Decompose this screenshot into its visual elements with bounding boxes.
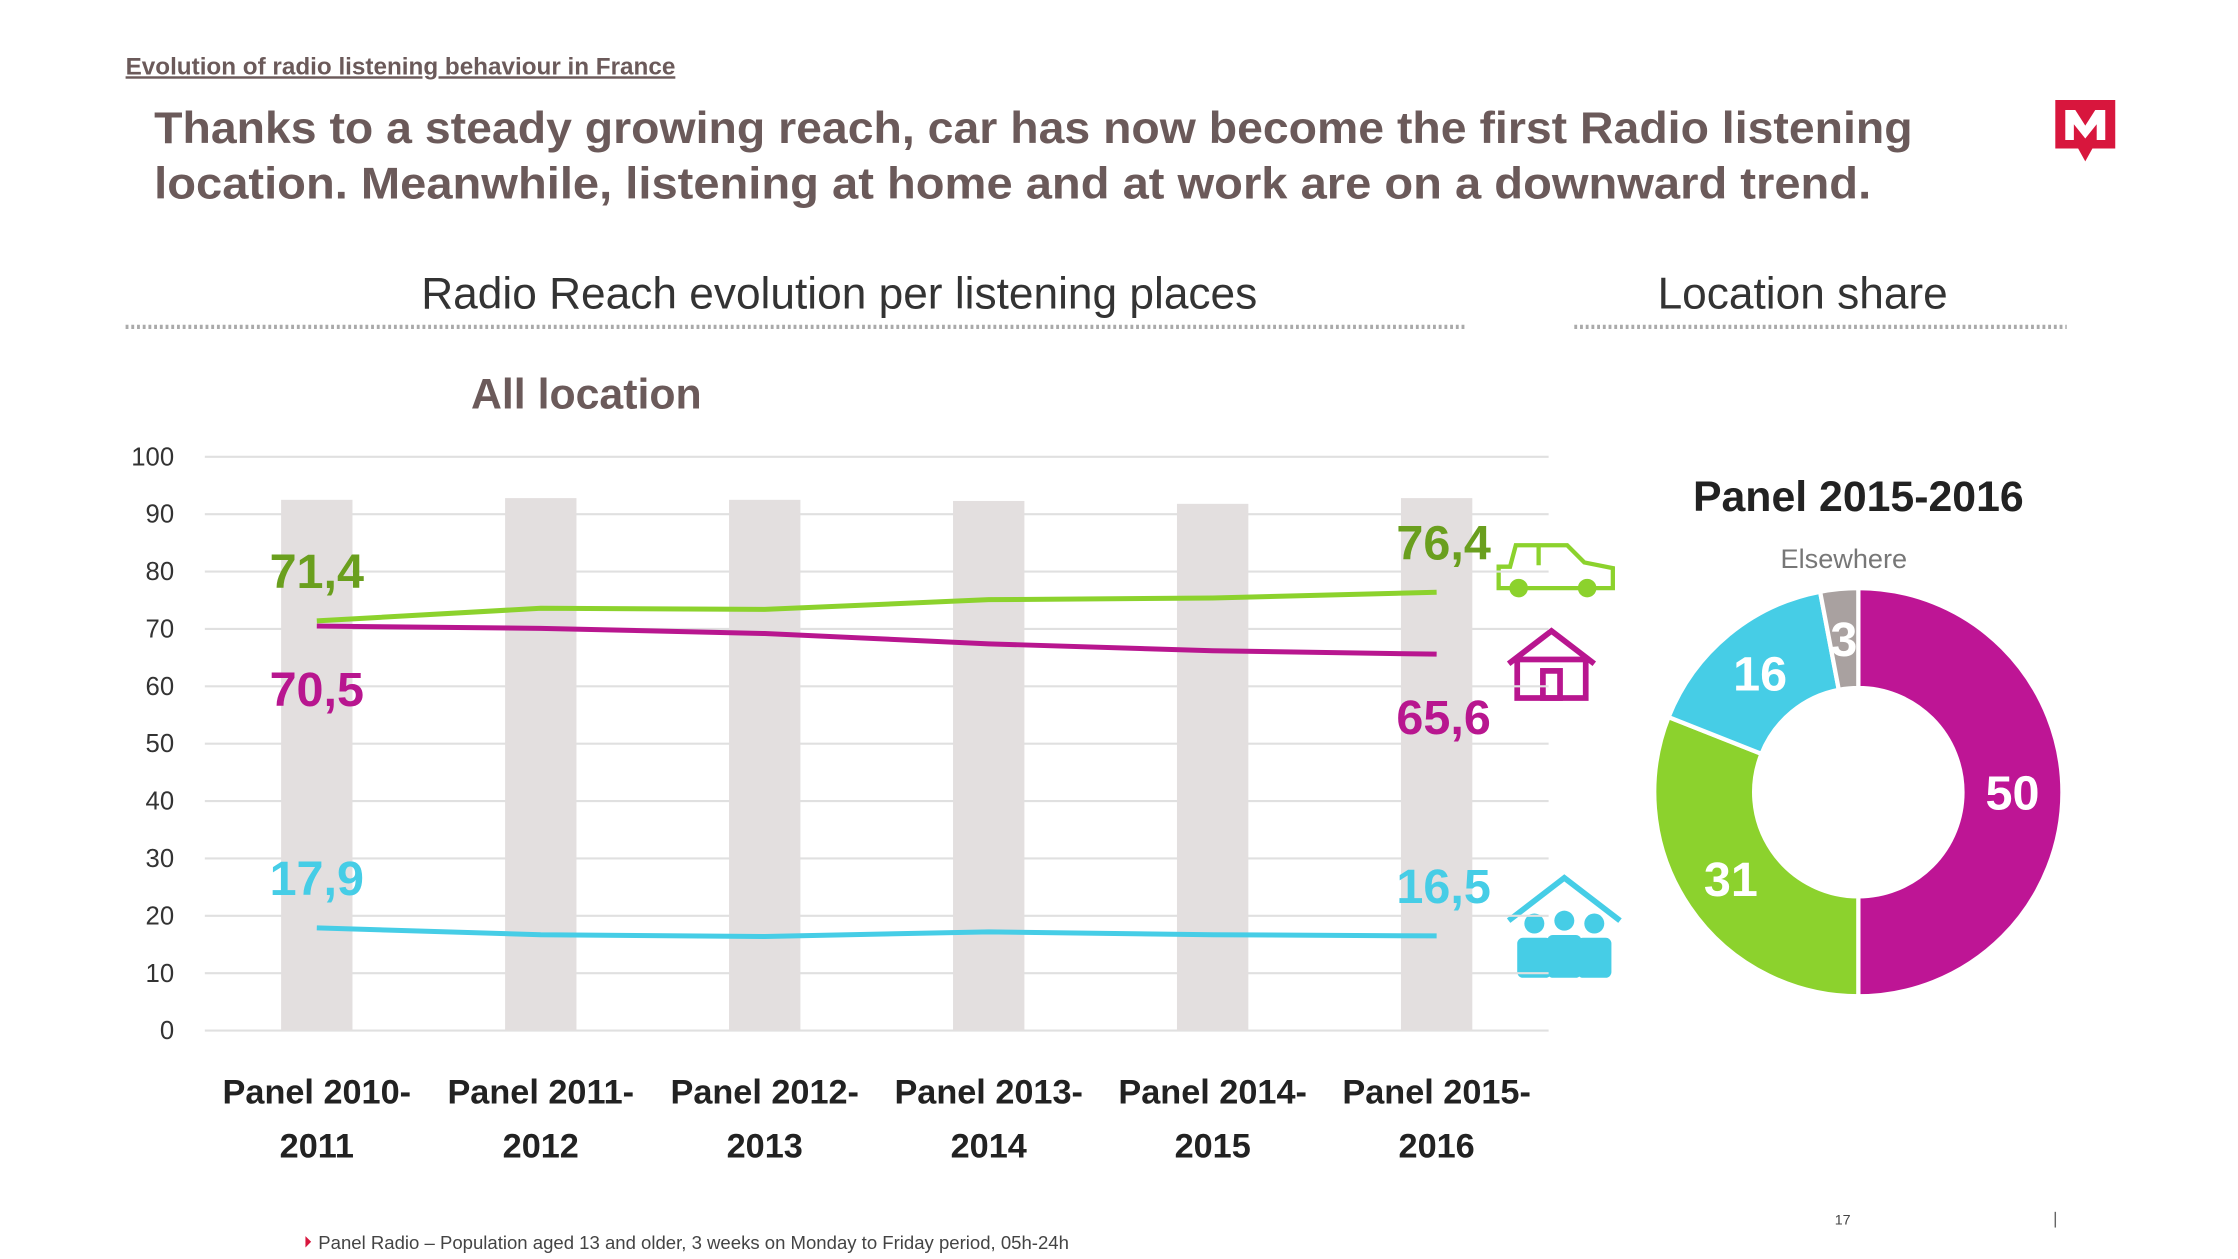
line xyxy=(316,925,1437,939)
x-tick-label: Panel 2011-2012 xyxy=(447,1073,634,1165)
slice-label: Elsewhere xyxy=(1781,543,1908,574)
donut-slice xyxy=(1856,585,2065,999)
y-tick-label: 40 xyxy=(146,788,175,816)
donut-slice xyxy=(1665,589,1842,757)
donut-slice xyxy=(1652,714,1861,999)
y-tick-label: 70 xyxy=(146,615,175,643)
x-tick-label: Panel 2013-2014 xyxy=(894,1073,1083,1165)
x-tick-label: Panel 2015-2016 xyxy=(1342,1073,1530,1165)
bar xyxy=(1176,503,1249,1031)
donut-slice xyxy=(1817,585,1861,693)
data-label: 76,4 xyxy=(1396,516,1490,570)
headline: Thanks to a steady growing reach, car ha… xyxy=(154,104,1912,153)
line xyxy=(316,589,1437,624)
section-title: Evolution of radio listening behaviour i… xyxy=(126,53,676,80)
panel-title: Location share xyxy=(1658,269,1948,318)
data-label: 65,6 xyxy=(1396,691,1490,745)
y-tick-label: 90 xyxy=(146,501,175,529)
y-tick-label: 50 xyxy=(146,730,175,758)
work-icon xyxy=(1506,874,1622,978)
y-tick-label: 80 xyxy=(146,558,175,586)
y-tick-label: 20 xyxy=(146,902,175,930)
y-tick-label: 0 xyxy=(160,1017,174,1045)
page-number: 17 xyxy=(1835,1213,1851,1229)
home-icon xyxy=(1506,627,1597,701)
x-tick-label: Panel 2012-2013 xyxy=(670,1073,859,1165)
y-tick-label: 60 xyxy=(146,673,175,701)
bullet xyxy=(305,1236,312,1248)
line xyxy=(316,623,1437,657)
data-label: 71,4 xyxy=(270,545,364,599)
x-tick-label: Panel 2010-2011 xyxy=(223,1073,412,1165)
y-tick-label: 100 xyxy=(131,443,174,471)
x-tick-label: Panel 2014-2015 xyxy=(1118,1073,1307,1165)
bar xyxy=(953,500,1025,1031)
footnote: Panel Radio – Population aged 13 and old… xyxy=(318,1232,1069,1253)
y-tick-label: 10 xyxy=(146,960,175,988)
data-label: 31 xyxy=(1704,853,1758,907)
chart-title: Panel 2015-2016 xyxy=(1693,473,2024,521)
data-label: 16 xyxy=(1733,648,1787,702)
data-label: 17,9 xyxy=(270,852,364,906)
car-icon xyxy=(1496,543,1615,598)
logo xyxy=(2055,99,2116,162)
bar xyxy=(729,499,801,1031)
headline: location. Meanwhile, listening at home a… xyxy=(154,159,1871,208)
bar xyxy=(505,498,577,1031)
data-label: 70,5 xyxy=(270,663,364,717)
data-label: 3 xyxy=(1830,613,1857,667)
y-tick-label: 30 xyxy=(146,845,175,873)
panel-title: Radio Reach evolution per listening plac… xyxy=(421,269,1257,318)
data-label: 50 xyxy=(1986,766,2040,820)
chart-subtitle: All location xyxy=(471,370,702,418)
data-label: 16,5 xyxy=(1396,860,1490,914)
bar xyxy=(281,499,353,1031)
bar xyxy=(1400,498,1473,1031)
